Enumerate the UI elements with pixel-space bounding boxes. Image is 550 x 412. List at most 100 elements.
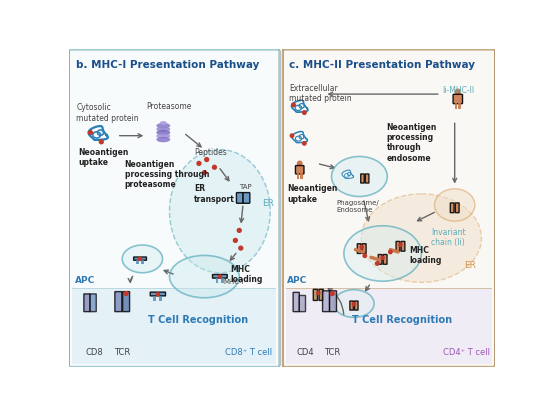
Text: MHC-I: MHC-I (224, 279, 244, 285)
Text: Invariant
chain (Ii): Invariant chain (Ii) (431, 228, 466, 248)
Text: Phagosome/
Endosome: Phagosome/ Endosome (336, 199, 379, 213)
Circle shape (202, 171, 206, 175)
Circle shape (100, 140, 103, 144)
Text: Proteasome: Proteasome (146, 102, 191, 111)
Ellipse shape (156, 130, 170, 136)
Ellipse shape (169, 255, 239, 298)
FancyBboxPatch shape (90, 294, 96, 311)
Circle shape (363, 254, 366, 258)
FancyBboxPatch shape (212, 274, 227, 278)
Text: Neoantigen
uptake: Neoantigen uptake (287, 184, 338, 204)
FancyBboxPatch shape (396, 241, 400, 251)
Text: c. MHC-II Presentation Pathway: c. MHC-II Presentation Pathway (289, 60, 475, 70)
Ellipse shape (156, 123, 170, 129)
Text: Neoantigen
processing through
proteasome: Neoantigen processing through proteasome (124, 159, 209, 190)
Circle shape (376, 262, 379, 265)
FancyBboxPatch shape (329, 291, 337, 311)
Circle shape (381, 256, 384, 260)
Circle shape (205, 158, 208, 162)
FancyBboxPatch shape (322, 291, 329, 311)
Circle shape (237, 229, 241, 232)
FancyBboxPatch shape (150, 292, 166, 296)
FancyBboxPatch shape (283, 49, 495, 367)
Bar (286, 289, 492, 364)
Text: T Cell Recognition: T Cell Recognition (148, 315, 248, 325)
FancyBboxPatch shape (450, 203, 454, 213)
Circle shape (353, 303, 355, 306)
Circle shape (302, 111, 306, 115)
FancyBboxPatch shape (362, 244, 366, 253)
Circle shape (124, 292, 128, 295)
Circle shape (360, 246, 363, 248)
FancyBboxPatch shape (295, 166, 304, 174)
Text: Neoantigen
uptake: Neoantigen uptake (78, 148, 129, 167)
Text: CD8⁺ T cell: CD8⁺ T cell (225, 349, 272, 358)
Text: Neoantigen
processing
through
endosome: Neoantigen processing through endosome (387, 123, 437, 163)
Bar (221, 278, 224, 283)
Ellipse shape (122, 245, 163, 273)
FancyBboxPatch shape (453, 94, 463, 104)
Text: TAP: TAP (239, 184, 252, 190)
Text: MHC
loading: MHC loading (410, 246, 442, 265)
Circle shape (389, 250, 392, 254)
FancyBboxPatch shape (358, 244, 361, 253)
Circle shape (233, 239, 237, 242)
Text: APC: APC (287, 276, 307, 285)
FancyBboxPatch shape (455, 203, 459, 213)
Text: APC: APC (75, 276, 95, 285)
Circle shape (317, 292, 320, 295)
Text: TCR: TCR (114, 349, 130, 358)
Bar (297, 173, 299, 179)
Circle shape (331, 292, 334, 295)
Ellipse shape (156, 133, 170, 139)
Ellipse shape (344, 226, 421, 281)
FancyBboxPatch shape (134, 257, 146, 260)
FancyBboxPatch shape (319, 289, 323, 300)
Circle shape (454, 89, 461, 95)
Circle shape (212, 165, 216, 169)
Bar (153, 295, 156, 301)
FancyBboxPatch shape (123, 292, 130, 311)
FancyBboxPatch shape (293, 293, 299, 311)
FancyBboxPatch shape (314, 289, 317, 300)
Circle shape (197, 162, 201, 165)
Circle shape (290, 134, 294, 137)
Text: TCR: TCR (324, 349, 341, 358)
Text: CD4⁺ T cell: CD4⁺ T cell (443, 349, 491, 358)
FancyBboxPatch shape (236, 192, 243, 203)
FancyBboxPatch shape (243, 192, 250, 203)
Ellipse shape (361, 194, 481, 282)
Text: CD8: CD8 (86, 349, 103, 358)
Ellipse shape (169, 150, 270, 273)
Bar (286, 288, 492, 289)
Bar (454, 103, 457, 110)
Ellipse shape (156, 126, 170, 132)
FancyBboxPatch shape (69, 49, 279, 367)
Circle shape (297, 161, 302, 166)
Bar (160, 295, 162, 301)
Text: Ii-MHC-II: Ii-MHC-II (442, 86, 475, 95)
Ellipse shape (434, 189, 475, 221)
FancyBboxPatch shape (299, 295, 305, 311)
FancyBboxPatch shape (361, 174, 364, 183)
Circle shape (292, 103, 295, 107)
FancyBboxPatch shape (401, 241, 405, 251)
FancyBboxPatch shape (383, 255, 387, 264)
Bar (72, 289, 277, 364)
FancyBboxPatch shape (378, 255, 382, 264)
FancyBboxPatch shape (365, 174, 369, 183)
Circle shape (399, 243, 402, 246)
Ellipse shape (160, 121, 167, 125)
FancyBboxPatch shape (355, 301, 358, 310)
Circle shape (302, 142, 306, 145)
Bar (72, 288, 277, 289)
FancyBboxPatch shape (115, 292, 122, 311)
Circle shape (156, 293, 160, 296)
Bar (216, 278, 218, 283)
Text: ER: ER (262, 199, 274, 208)
Bar (459, 103, 461, 110)
Circle shape (239, 246, 243, 250)
Text: T Cell Recognition: T Cell Recognition (351, 315, 452, 325)
Circle shape (89, 131, 92, 135)
Circle shape (139, 258, 141, 260)
